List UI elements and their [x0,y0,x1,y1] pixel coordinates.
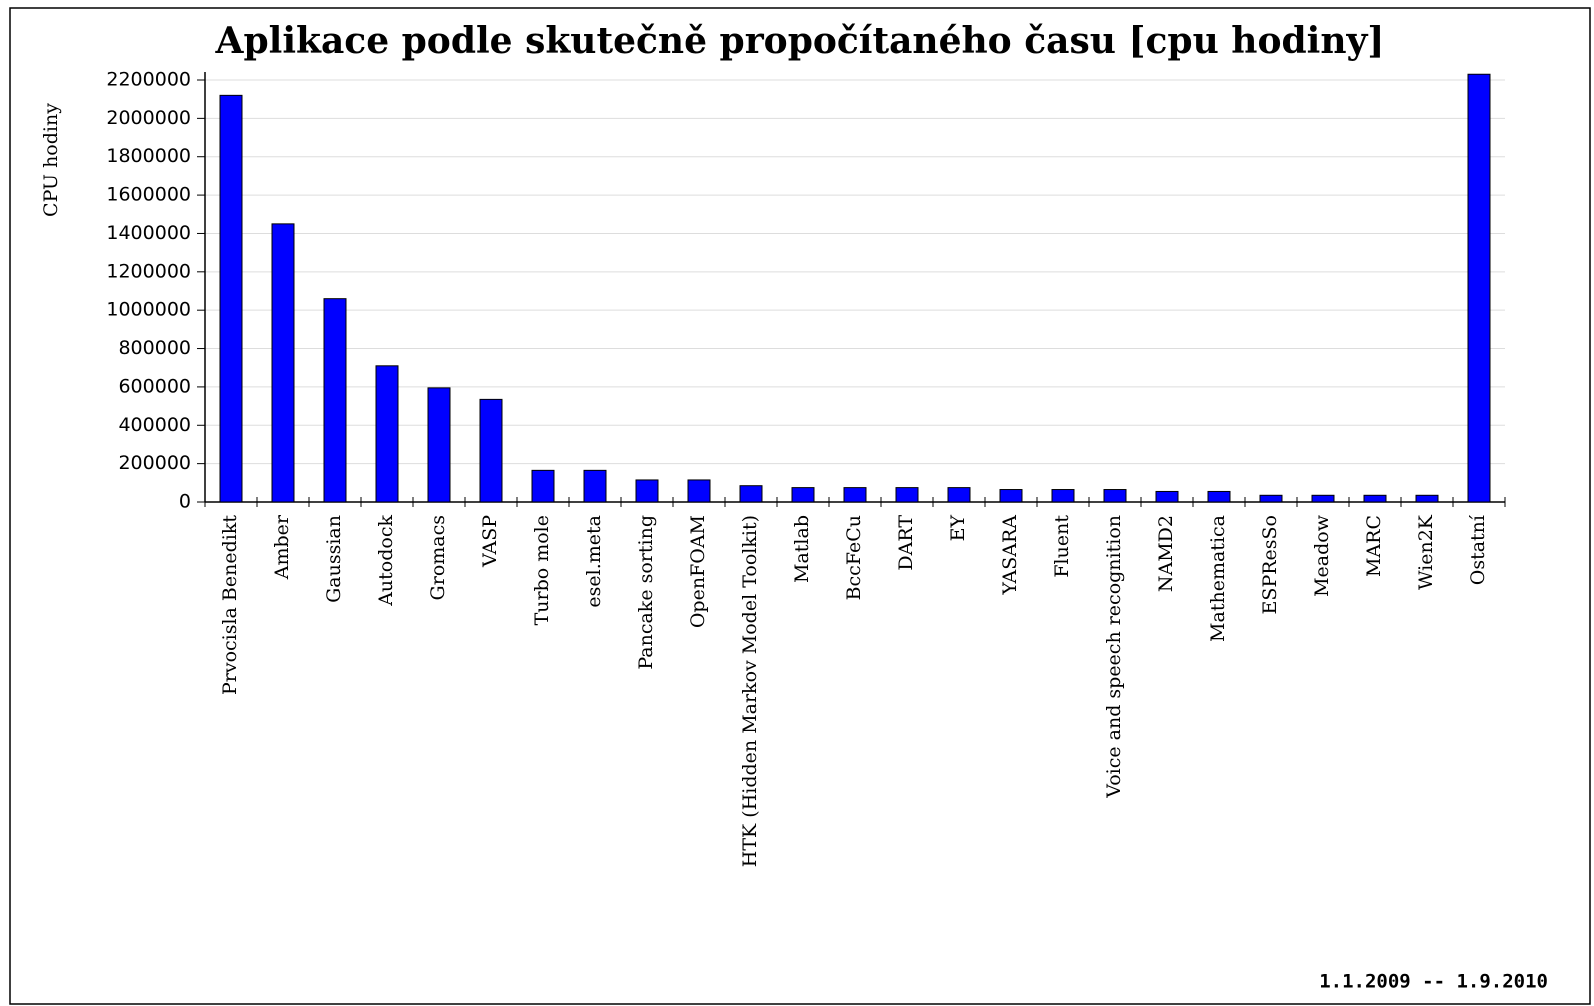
x-tick-label: Wien2K [1415,514,1437,590]
y-tick-label: 1000000 [106,299,191,321]
bar [1415,494,1439,503]
bar [1363,494,1387,503]
x-tick-label: DART [895,515,917,571]
x-tick-label: Turbo mole [531,515,553,625]
y-tick-label: 1200000 [106,260,191,282]
x-tick-label: MARC [1363,515,1385,577]
y-tick-label: 800000 [118,337,191,359]
x-tick-label: VASP [479,515,501,568]
bar [1155,490,1179,503]
bar [1051,489,1075,503]
x-tick-label: Amber [271,514,293,580]
y-tick-label: 600000 [118,375,191,397]
x-tick-label: HTK (Hidden Markov Model Toolkit) [739,515,761,867]
bar [375,365,399,503]
bar [427,387,451,503]
bar [271,223,295,503]
bar [531,469,555,503]
date-annotation: 1.1.2009 -- 1.9.2010 [1319,971,1548,993]
x-tick-label: YASARA [999,515,1021,596]
x-tick-label: OpenFOAM [687,515,709,628]
x-tick-label: esel.meta [583,515,605,608]
y-tick-label: 1400000 [106,222,191,244]
x-tick-label: Autodock [375,515,397,607]
y-tick-label: 1600000 [106,184,191,206]
bar [635,479,659,503]
frame [9,7,1591,1005]
x-tick-label: Matlab [791,515,813,583]
bar [947,487,971,503]
bar [583,469,607,503]
bar [1467,73,1491,503]
bar [219,94,243,503]
bar [895,487,919,503]
y-tick-label: 2000000 [106,107,191,129]
y-tick-label: 400000 [118,414,191,436]
bar [739,485,763,503]
y-tick-label: 200000 [118,452,191,474]
x-tick-label: Fluent [1051,515,1073,578]
x-tick-label: Pancake sorting [635,515,657,670]
bar [843,487,867,503]
x-tick-label: Ostatní [1467,514,1489,585]
x-tick-label: Mathematica [1207,515,1229,642]
x-tick-label: ESPResSo [1259,515,1281,614]
bar [791,487,815,503]
x-tick-label: NAMD2 [1155,515,1177,592]
y-tick-label: 0 [179,491,191,513]
bar [687,479,711,503]
bar [1311,494,1335,503]
bar [1259,494,1283,503]
x-tick-label: Prvocisla Benedikt [219,515,241,695]
x-tick-label: BccFeCu [843,515,865,600]
bar [1103,489,1127,503]
y-tick-label: 1800000 [106,145,191,167]
x-tick-label: Gaussian [323,515,345,603]
x-tick-label: Gromacs [427,515,449,600]
bar [323,298,347,503]
x-tick-label: EY [947,515,969,542]
x-tick-label: Meadow [1311,514,1333,597]
chart-title: Aplikace podle skutečně propočítaného ča… [215,20,1385,62]
bar [479,398,503,503]
y-axis-label: CPU hodiny [40,103,62,217]
y-tick-label: 2200000 [106,69,191,91]
x-tick-label: Voice and speech recognition [1103,515,1125,799]
bar [1207,490,1231,503]
bar [999,489,1023,503]
